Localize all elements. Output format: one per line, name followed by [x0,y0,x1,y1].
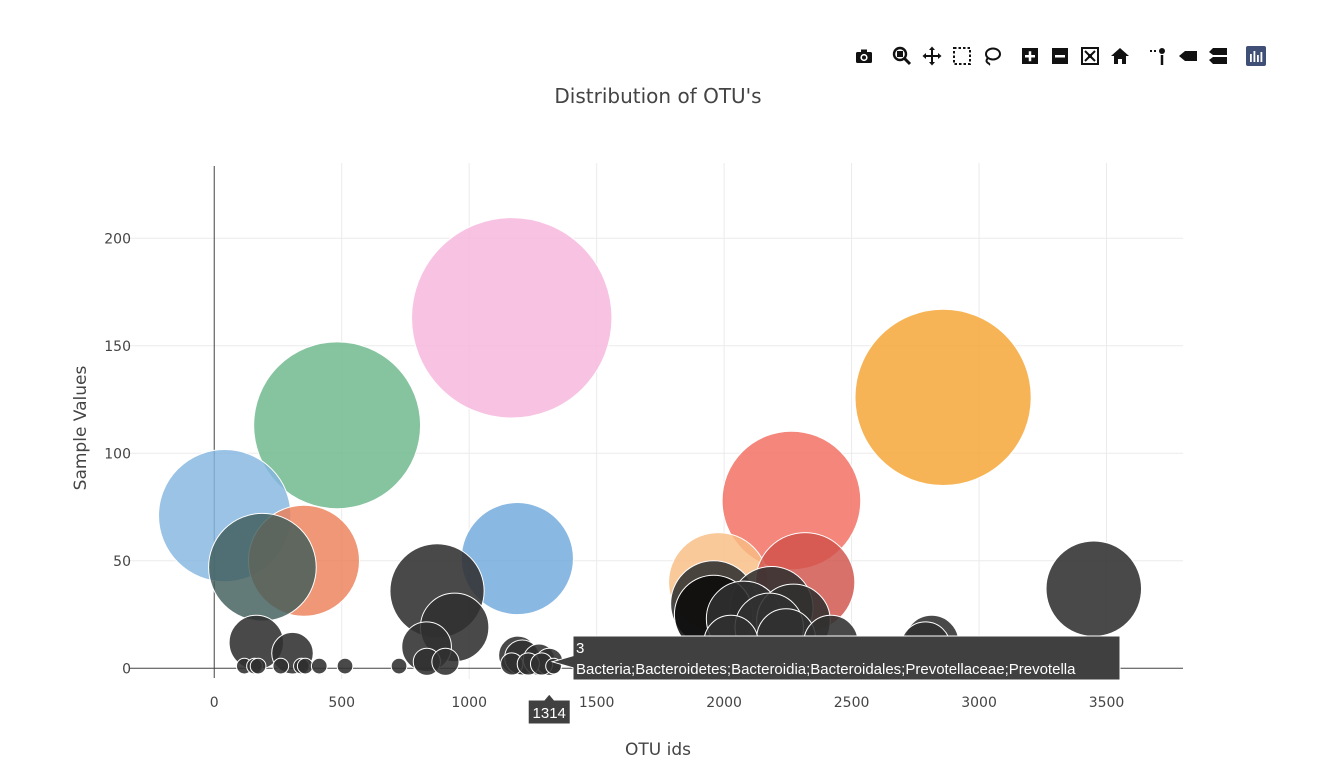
zoom-in-icon[interactable] [1018,44,1042,68]
lasso-select-icon[interactable] [980,44,1004,68]
camera-icon[interactable] [852,44,876,68]
hover-x-label: 1314 [533,705,566,722]
autoscale-icon[interactable] [1078,44,1102,68]
bubble-point[interactable] [411,217,613,419]
x-tick-label: 3500 [1089,695,1125,711]
x-tick-label: 0 [210,695,219,711]
y-tick-label: 100 [104,446,131,462]
zoom-out-icon[interactable] [1048,44,1072,68]
chart-title: Distribution of OTU's [554,84,761,108]
x-tick-label: 3000 [961,695,997,711]
tick-labels: 0 500 1000 1500 2000 2500 3000 3500 0 50 100 150 200 [104,231,1124,711]
spike-lines-icon[interactable] [1146,44,1170,68]
bubble-point[interactable] [208,512,317,622]
hover-compare-icon[interactable] [1206,44,1230,68]
pan-icon[interactable] [920,44,944,68]
x-tick-label: 1000 [451,695,487,711]
hover-tooltip-box [550,635,1121,681]
zoom-icon[interactable] [890,44,914,68]
bubble-point[interactable] [253,341,422,510]
bubble-point[interactable] [310,657,328,675]
y-axis-title: Sample Values [71,366,91,491]
y-tick-label: 150 [104,339,131,355]
bubble-point[interactable] [431,647,460,676]
y-tick-label: 200 [104,231,131,247]
reset-axes-icon[interactable] [1108,44,1132,68]
hover-y-value: 3 [576,640,584,657]
y-tick-label: 0 [122,661,131,677]
bubble-point[interactable] [390,657,408,675]
x-tick-label: 1500 [579,695,615,711]
bubble-point[interactable] [1045,540,1143,637]
plotly-logo-icon[interactable] [1244,44,1268,68]
hover-label-text: Bacteria;Bacteroidetes;Bacteroidia;Bacte… [576,661,1076,678]
bubble-point[interactable] [336,657,354,675]
bubble-point[interactable] [272,657,290,675]
bubble-point[interactable] [854,308,1032,486]
bubble-point[interactable] [249,657,267,675]
x-tick-label: 2000 [706,695,742,711]
box-select-icon[interactable] [950,44,974,68]
y-tick-label: 50 [113,554,131,570]
x-tick-label: 2500 [834,695,870,711]
x-tick-label: 500 [328,695,355,711]
hover-x-label-box [527,693,571,725]
hover-closest-icon[interactable] [1176,44,1200,68]
modebar [852,44,1274,68]
hover-tooltip: 3 Bacteria;Bacteroidetes;Bacteroidia;Bact… [527,635,1121,725]
x-axis-title: OTU ids [625,740,691,760]
bubble-layer[interactable] [158,217,1143,676]
bubble-point[interactable] [296,657,314,675]
